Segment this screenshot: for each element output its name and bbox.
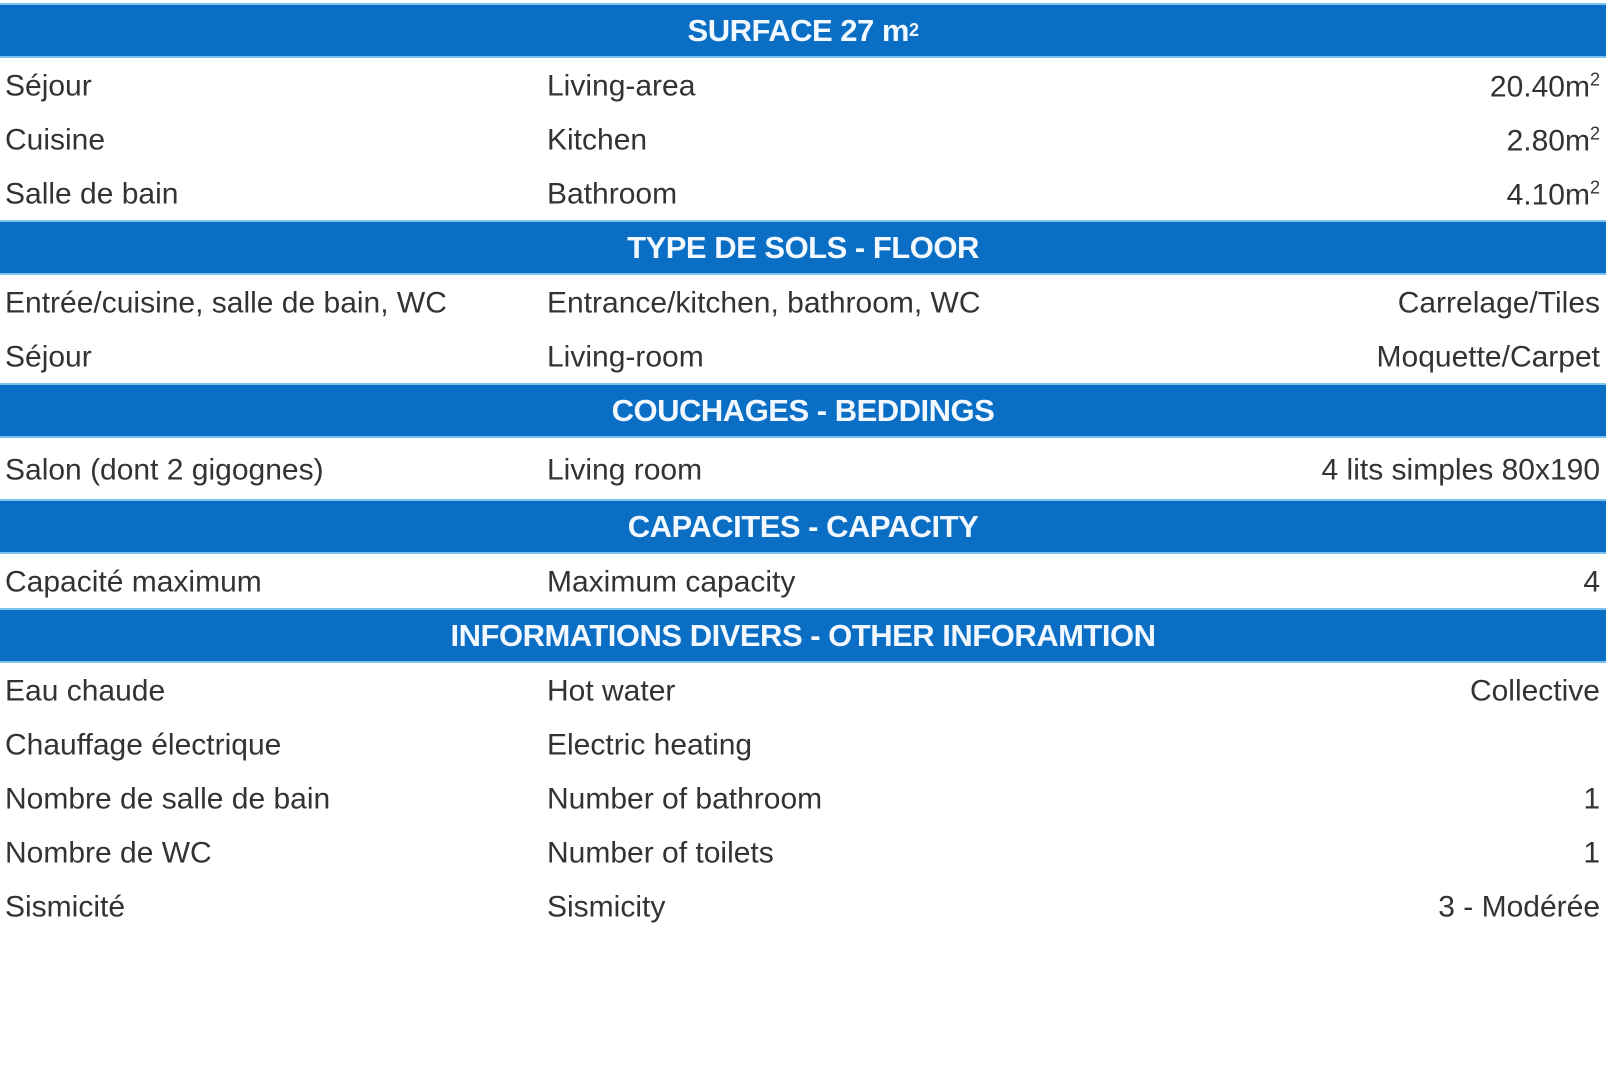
value-cell: 4 lits simples 80x190	[1322, 453, 1600, 487]
english-label: Hot water	[547, 675, 675, 709]
french-label: Capacité maximum	[5, 566, 262, 600]
french-label: Salon (dont 2 gigognes)	[5, 453, 324, 487]
section-header: INFORMATIONS DIVERS - OTHER INFORAMTION	[0, 608, 1606, 663]
english-label-text: Sismicity	[547, 890, 666, 924]
english-label-text: Kitchen	[547, 123, 648, 157]
table-row: Séjour Living-room Moquette/Carpet	[0, 329, 1606, 383]
english-label-text: Hot water	[547, 674, 676, 708]
section-header: CAPACITES - CAPACITY	[0, 499, 1606, 554]
french-label-text: Eau chaude	[5, 674, 166, 708]
english-label: Electric heating	[547, 729, 752, 763]
value-cell-text: 1	[1583, 836, 1600, 870]
table-row: Chauffage électrique Electric heating	[0, 717, 1606, 771]
english-label-text: Living-area	[547, 69, 696, 103]
french-label-text: Chauffage électrique	[5, 728, 282, 762]
french-label: Chauffage électrique	[5, 729, 281, 763]
table-row: Entrée/cuisine, salle de bain, WC Entranc…	[0, 275, 1606, 329]
english-label-text: Entrance/kitchen, bathroom, WC	[547, 286, 981, 320]
french-label: Séjour	[5, 341, 92, 375]
english-label-text: Number of bathroom	[547, 782, 823, 816]
french-label: Salle de bain	[5, 178, 178, 212]
section-header: TYPE DE SOLS - FLOOR	[0, 220, 1606, 275]
value-cell-text: Collective	[1469, 674, 1600, 708]
section-title: COUCHAGES - BEDDINGS	[611, 392, 995, 428]
value-cell: Carrelage/Tiles	[1398, 287, 1600, 321]
value-cell-text: 2.80m	[1506, 124, 1590, 158]
value-cell-text: 20.40m	[1489, 70, 1590, 104]
section-title: SURFACE 27 m	[687, 12, 910, 48]
english-label: Number of toilets	[547, 837, 774, 871]
french-label: Eau chaude	[5, 675, 165, 709]
table-row: Nombre de WC Number of toilets 1	[0, 825, 1606, 879]
value-cell: 4.10m2	[1507, 177, 1600, 212]
table-row: Séjour Living-area 20.40m2	[0, 58, 1606, 112]
french-label-text: Entrée/cuisine, salle de bain, WC	[5, 286, 447, 320]
value-cell: 1	[1583, 783, 1600, 817]
value-cell: 3 - Modérée	[1438, 891, 1600, 925]
value-cell-text: Moquette/Carpet	[1376, 340, 1600, 374]
english-label: Entrance/kitchen, bathroom, WC	[547, 287, 981, 321]
english-label: Living room	[547, 453, 702, 487]
english-label-text: Living room	[547, 453, 703, 487]
english-label-text: Living-room	[547, 340, 704, 374]
french-label-text: Capacité maximum	[5, 565, 262, 599]
english-label: Sismicity	[547, 891, 665, 925]
english-label: Kitchen	[547, 124, 647, 158]
table-row: Capacité maximum Maximum capacity 4	[0, 554, 1606, 608]
english-label-text: Number of toilets	[547, 836, 774, 870]
value-cell: 20.40m2	[1490, 69, 1600, 104]
french-label-text: Sismicité	[5, 890, 126, 924]
english-label: Bathroom	[547, 178, 677, 212]
french-label-text: Salle de bain	[5, 177, 179, 211]
english-label: Maximum capacity	[547, 566, 795, 600]
french-label-text: Nombre de WC	[5, 836, 212, 870]
french-label: Séjour	[5, 70, 92, 104]
value-cell-text: 4.10m	[1506, 178, 1590, 212]
value-cell: 1	[1583, 837, 1600, 871]
property-info-table: SURFACE 27 m 2 Séjour Living-area 20.40m2 Cui…	[0, 3, 1606, 933]
english-label: Number of bathroom	[547, 783, 822, 817]
english-label-text: Bathroom	[547, 177, 678, 211]
french-label: Cuisine	[5, 124, 105, 158]
french-label-text: Salon (dont 2 gigognes)	[5, 453, 324, 487]
unit-superscript: 2	[1589, 177, 1600, 198]
section-header: COUCHAGES - BEDDINGS	[0, 383, 1606, 438]
value-cell: 2.80m2	[1507, 123, 1600, 158]
unit-superscript: 2	[1589, 69, 1600, 90]
value-cell: Collective	[1470, 675, 1600, 709]
value-cell: Moquette/Carpet	[1377, 341, 1600, 375]
french-label-text: Nombre de salle de bain	[5, 782, 331, 816]
value-cell: 4	[1583, 566, 1600, 600]
value-cell-text: 4	[1583, 565, 1600, 599]
french-label-text: Séjour	[5, 340, 92, 374]
french-label: Nombre de salle de bain	[5, 783, 330, 817]
value-cell-text: Carrelage/Tiles	[1397, 286, 1600, 320]
table-row: Salle de bain Bathroom 4.10m2	[0, 166, 1606, 220]
french-label: Entrée/cuisine, salle de bain, WC	[5, 287, 447, 321]
unit-superscript: 2	[1589, 123, 1600, 144]
english-label-text: Electric heating	[547, 728, 753, 762]
section-title-superscript: 2	[908, 20, 919, 40]
value-cell-text: 1	[1583, 782, 1600, 816]
section-title: CAPACITES - CAPACITY	[627, 508, 979, 544]
french-label-text: Cuisine	[5, 123, 106, 157]
table-row: Nombre de salle de bain Number of bathroo…	[0, 771, 1606, 825]
section-title: INFORMATIONS DIVERS - OTHER INFORAMTION	[450, 617, 1156, 653]
english-label-text: Maximum capacity	[547, 565, 796, 599]
table-row: Sismicité Sismicity 3 - Modérée	[0, 879, 1606, 933]
french-label: Nombre de WC	[5, 837, 212, 871]
table-row: Eau chaude Hot water Collective	[0, 663, 1606, 717]
french-label: Sismicité	[5, 891, 125, 925]
section-title: TYPE DE SOLS - FLOOR	[627, 229, 979, 265]
value-cell-text: 4 lits simples 80x190	[1321, 453, 1600, 487]
english-label: Living-area	[547, 70, 695, 104]
value-cell-text: 3 - Modérée	[1438, 890, 1600, 924]
english-label: Living-room	[547, 341, 704, 375]
table-row: Salon (dont 2 gigognes) Living room 4 lits…	[0, 438, 1606, 499]
table-row: Cuisine Kitchen 2.80m2	[0, 112, 1606, 166]
french-label-text: Séjour	[5, 69, 92, 103]
